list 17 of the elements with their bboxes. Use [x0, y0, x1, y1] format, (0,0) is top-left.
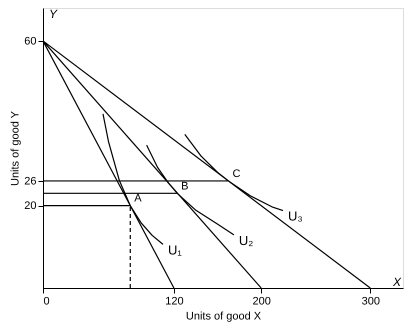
annotation: C: [232, 168, 240, 180]
series-label: U₁: [168, 242, 182, 258]
annotation: X: [392, 275, 402, 289]
y-tick-label: 60: [24, 35, 36, 48]
y-tick-label: 20: [24, 200, 36, 212]
x-tick-label: 300: [362, 296, 380, 308]
y-tick-label: 26: [24, 175, 36, 188]
x-tick-label: 120: [165, 296, 184, 308]
x-tick-label: 0: [44, 296, 50, 308]
annotation: B: [181, 180, 189, 192]
series-label: U₃: [288, 208, 303, 224]
annotation: A: [134, 192, 142, 205]
y-axis-title: Units of good Y: [9, 110, 22, 186]
series-label: U₂: [238, 232, 254, 248]
x-axis-title: Units of good X: [186, 310, 262, 322]
x-tick-label: 200: [252, 296, 271, 308]
annotation: Y: [49, 7, 58, 21]
